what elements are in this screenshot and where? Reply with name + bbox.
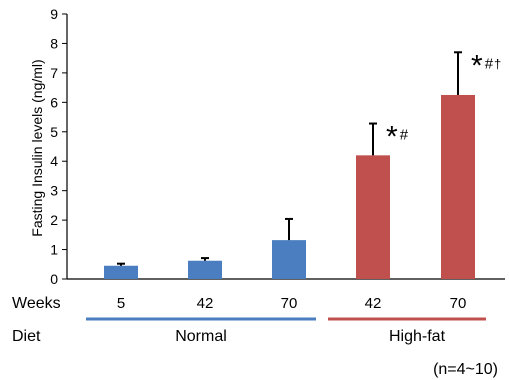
group-label: High-fat — [389, 328, 446, 345]
week-label: 70 — [450, 295, 467, 312]
weeks-row-label: Weeks — [12, 295, 61, 312]
group-label: Normal — [175, 328, 227, 345]
significance-marker: * # — [386, 121, 409, 154]
diet-row-label: Diet — [12, 328, 41, 345]
y-axis: 0 1 2 3 4 5 6 7 8 9 — [50, 6, 505, 287]
bar — [356, 155, 390, 279]
y-tick-label: 6 — [50, 94, 58, 110]
y-tick-label: 1 — [50, 242, 58, 258]
week-label: 5 — [117, 295, 125, 312]
y-tick-label: 0 — [50, 271, 58, 287]
bar — [188, 260, 222, 279]
week-label: 70 — [281, 295, 298, 312]
y-tick-label: 9 — [50, 6, 58, 22]
category-labels: 5 42 70 42 70 Normal High-fat — [86, 295, 486, 345]
y-tick-label: 2 — [50, 212, 58, 228]
week-label: 42 — [365, 295, 382, 312]
y-axis-label: Fasting Insulin levels (ng/ml) — [29, 59, 45, 236]
sample-size-note: (n=4~10) — [433, 361, 498, 378]
y-tick-label: 4 — [50, 153, 58, 169]
y-tick-label: 5 — [50, 124, 58, 140]
bar — [272, 240, 306, 279]
significance-marker: * #† — [471, 49, 501, 82]
y-tick-label: 7 — [50, 65, 58, 81]
week-label: 42 — [197, 295, 214, 312]
bars: * # * #† — [104, 49, 501, 279]
y-tick-label: 3 — [50, 183, 58, 199]
y-tick-label: 8 — [50, 35, 58, 51]
bar — [441, 94, 475, 279]
bar — [104, 265, 138, 279]
